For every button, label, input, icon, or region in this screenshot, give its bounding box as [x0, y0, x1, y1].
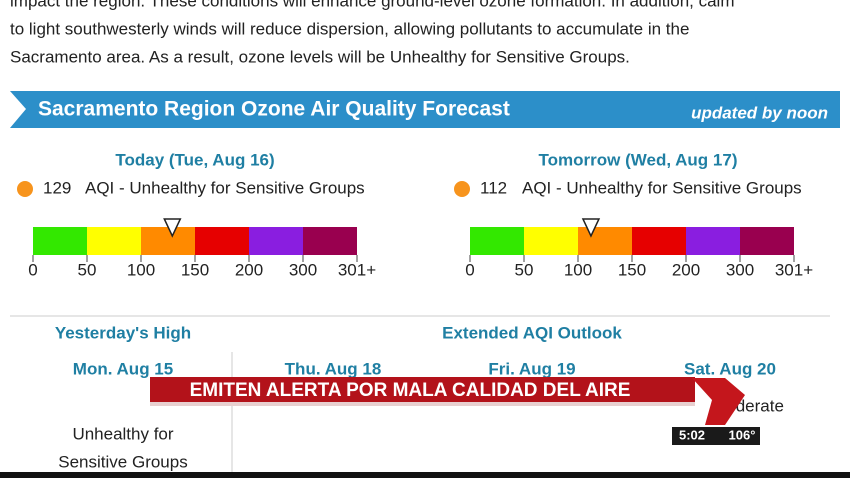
scale-tick-label: 301+: [775, 260, 813, 279]
aqi-marker: [163, 218, 182, 238]
aqi-dot: [454, 181, 470, 197]
yesterday-date: Mon. Aug 15: [73, 359, 173, 378]
aqi-category: AQI - Unhealthy for Sensitive Groups: [522, 178, 802, 197]
scale-tick-label: 150: [618, 260, 646, 279]
scale-tick-label: 0: [465, 260, 474, 279]
scale-tick-label: 300: [289, 260, 317, 279]
banner: [10, 91, 840, 128]
outlook-date: Fri. Aug 19: [488, 359, 575, 378]
paragraph-line: impact the region. These conditions will…: [10, 0, 735, 10]
scale-segment: [33, 227, 87, 255]
yesterday-category: Unhealthy for: [72, 424, 173, 443]
scale-segment: [470, 227, 524, 255]
forecast-heading: Tomorrow (Wed, Aug 17): [539, 150, 738, 169]
scale-segment: [303, 227, 357, 255]
paragraph-line: to light southwesterly winds will reduce…: [10, 19, 689, 38]
clock-time: 5:02: [679, 427, 705, 442]
paragraph-line: Sacramento area. As a result, ozone leve…: [10, 47, 630, 66]
aqi-value: 129: [43, 178, 71, 197]
scale-tick-label: 200: [672, 260, 700, 279]
scale-segment: [141, 227, 195, 255]
aqi-category: AQI - Unhealthy for Sensitive Groups: [85, 178, 365, 197]
headline-bar: [150, 377, 695, 404]
banner-updated: updated by noon: [691, 103, 828, 122]
aqi-value: 112: [480, 178, 507, 197]
scale-tick-label: 150: [181, 260, 209, 279]
scale-tick-label: 50: [78, 260, 97, 279]
scale-tick-label: 200: [235, 260, 263, 279]
scale-tick-label: 300: [726, 260, 754, 279]
yesterday-heading: Yesterday's High: [55, 323, 191, 342]
frame-edge: [0, 472, 850, 478]
headline: EMITEN ALERTA POR MALA CALIDAD DEL AIRE: [190, 380, 631, 401]
headline-underline: [150, 402, 695, 406]
scale-tick-label: 50: [515, 260, 534, 279]
station-logo: [692, 378, 745, 425]
scale-segment: [524, 227, 578, 255]
scale-segment: [632, 227, 686, 255]
scale-segment: [686, 227, 740, 255]
outlook-date: Sat. Aug 20: [684, 359, 776, 378]
banner-notch: [10, 91, 26, 128]
scale-tick-label: 0: [28, 260, 37, 279]
outlook-date: Thu. Aug 18: [285, 359, 382, 378]
clock-temp: 106°: [729, 427, 756, 442]
aqi-dot: [17, 181, 33, 197]
scale-segment: [249, 227, 303, 255]
yesterday-category: Sensitive Groups: [58, 452, 187, 471]
clock-box: [672, 427, 760, 445]
scale-tick-label: 100: [127, 260, 155, 279]
scale-tick-label: 100: [564, 260, 592, 279]
scale-segment: [578, 227, 632, 255]
scale-segment: [195, 227, 249, 255]
scale-segment: [87, 227, 141, 255]
forecasts: Today (Tue, Aug 16) 129 AQI - Unhealthy fo…: [17, 150, 813, 279]
scale-tick-label: 301+: [338, 260, 376, 279]
outlook-heading: Extended AQI Outlook: [442, 323, 622, 342]
scale-segment: [740, 227, 794, 255]
banner-title: Sacramento Region Ozone Air Quality Fore…: [38, 98, 510, 121]
aqi-marker: [581, 218, 601, 238]
forecast-heading: Today (Tue, Aug 16): [115, 150, 274, 169]
